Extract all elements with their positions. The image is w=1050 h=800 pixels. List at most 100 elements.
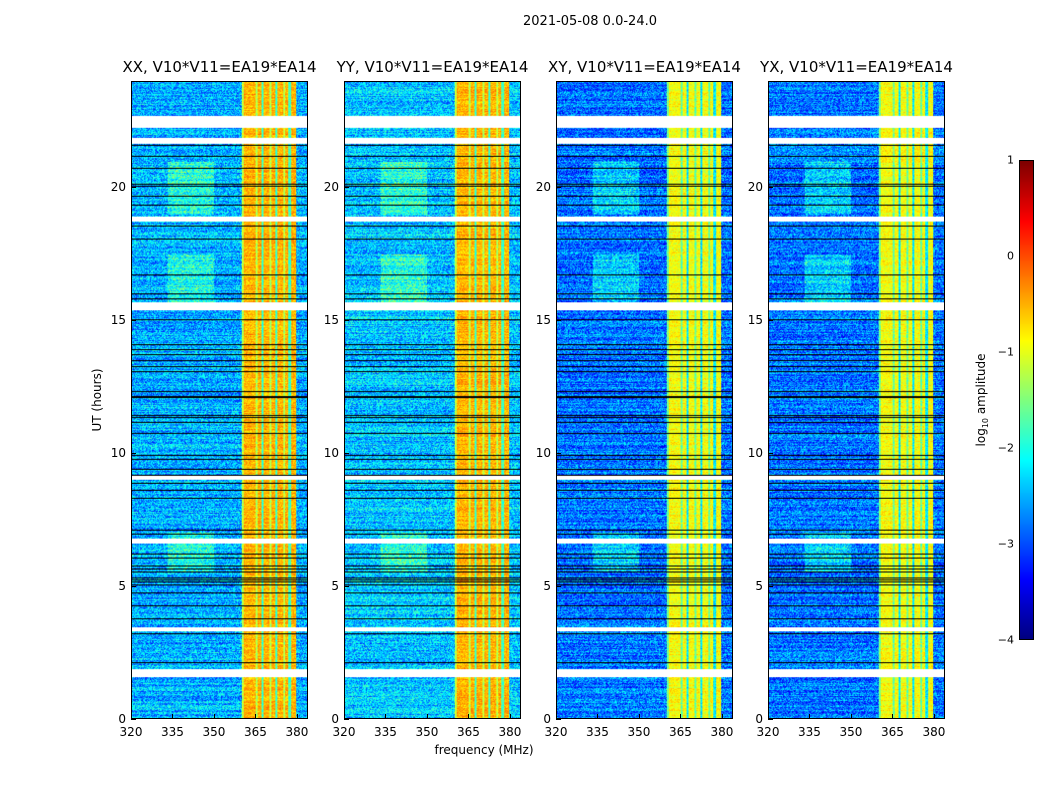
heatmap-cells [769,82,944,718]
x-tick-mark [255,714,257,719]
figure-title: 2021-05-08 0.0-24.0 [523,14,657,29]
colorbar-tick-label: −3 [997,537,1014,551]
x-tick-label: 380 [922,725,946,739]
y-tick-mark [768,187,773,189]
colorbar-tick-label: 0 [1007,249,1014,263]
x-tick-label: 320 [119,725,143,739]
y-tick-label: 5 [331,579,339,594]
y-tick-label: 20 [535,180,551,195]
y-tick-label: 5 [118,579,126,594]
panel-title: XY, V10*V11=EA19*EA14 [548,58,741,76]
y-tick-label: 15 [110,313,126,328]
x-tick-mark [680,714,682,719]
y-tick-mark [131,453,136,455]
heatmap-panel [556,81,733,719]
y-tick-label: 10 [535,446,551,461]
x-tick-mark [344,714,345,719]
y-tick-label: 10 [110,446,126,461]
x-tick-mark [721,714,723,719]
colorbar-tick-label: −4 [997,633,1014,647]
x-tick-label: 365 [244,725,267,739]
heatmap-panel [768,81,945,719]
heatmap-cells [132,82,307,718]
y-tick-label: 20 [323,180,339,195]
y-tick-mark [131,719,136,720]
heatmap-cells [557,82,732,718]
y-tick-label: 20 [747,180,763,195]
colorbar-label-amplitude: amplitude [973,353,988,418]
x-tick-mark [131,714,132,719]
y-tick-mark [344,187,349,189]
x-tick-mark [638,714,640,719]
x-tick-label: 335 [586,725,609,739]
colorbar-tick-label: −2 [997,441,1014,455]
x-tick-mark [768,714,769,719]
x-tick-label: 350 [202,725,226,739]
x-tick-label: 335 [374,725,397,739]
y-tick-label: 5 [755,579,763,594]
x-tick-label: 380 [710,725,734,739]
x-tick-mark [385,714,387,719]
y-tick-mark [556,453,561,455]
x-tick-mark [172,714,174,719]
y-tick-mark [344,320,349,322]
y-tick-label: 5 [543,579,551,594]
y-tick-label: 20 [110,180,126,195]
y-tick-mark [556,586,561,588]
colorbar-tick-label: 1 [1007,153,1014,167]
x-axis-label: frequency (MHz) [434,743,534,757]
x-tick-label: 365 [669,725,692,739]
heatmap-panel [344,81,521,719]
x-tick-mark [426,714,428,719]
y-tick-mark [344,586,349,588]
y-tick-mark [556,187,561,189]
x-tick-mark [809,714,811,719]
x-tick-mark [850,714,852,719]
x-tick-mark [509,714,511,719]
heatmap-cells [345,82,520,718]
y-tick-label: 0 [118,712,126,726]
y-axis-label: UT (hours) [90,368,104,432]
x-tick-label: 365 [457,725,480,739]
x-tick-label: 380 [498,725,522,739]
colorbar [1019,160,1034,640]
colorbar-gradient [1020,161,1033,639]
y-tick-label: 10 [747,446,763,461]
colorbar-label-sub: 10 [981,417,991,429]
x-tick-label: 320 [544,725,568,739]
x-tick-label: 335 [161,725,184,739]
y-tick-label: 10 [323,446,339,461]
x-tick-label: 320 [756,725,780,739]
x-tick-mark [213,714,215,719]
panel-title: YX, V10*V11=EA19*EA14 [760,58,953,76]
x-tick-label: 380 [285,725,309,739]
panel-title: XX, V10*V11=EA19*EA14 [122,58,317,76]
panel-title: YY, V10*V11=EA19*EA14 [336,58,529,76]
y-tick-mark [131,586,136,588]
x-tick-mark [597,714,599,719]
x-tick-label: 350 [627,725,651,739]
y-tick-mark [131,320,136,322]
x-tick-mark [468,714,470,719]
y-tick-label: 15 [747,313,763,328]
x-tick-label: 365 [881,725,904,739]
x-tick-mark [933,714,935,719]
y-tick-mark [344,453,349,455]
x-tick-label: 350 [415,725,439,739]
y-tick-mark [344,719,349,720]
x-tick-mark [892,714,894,719]
y-tick-label: 0 [331,712,339,726]
y-tick-mark [556,320,561,322]
colorbar-label: log10 amplitude [974,354,990,447]
x-tick-label: 350 [839,725,863,739]
x-tick-label: 320 [332,725,356,739]
y-tick-label: 0 [543,712,551,726]
y-tick-label: 15 [535,313,551,328]
y-tick-label: 15 [323,313,339,328]
y-tick-mark [768,586,773,588]
heatmap-panel [131,81,308,719]
x-tick-mark [296,714,298,719]
x-tick-mark [556,714,557,719]
y-tick-mark [768,453,773,455]
